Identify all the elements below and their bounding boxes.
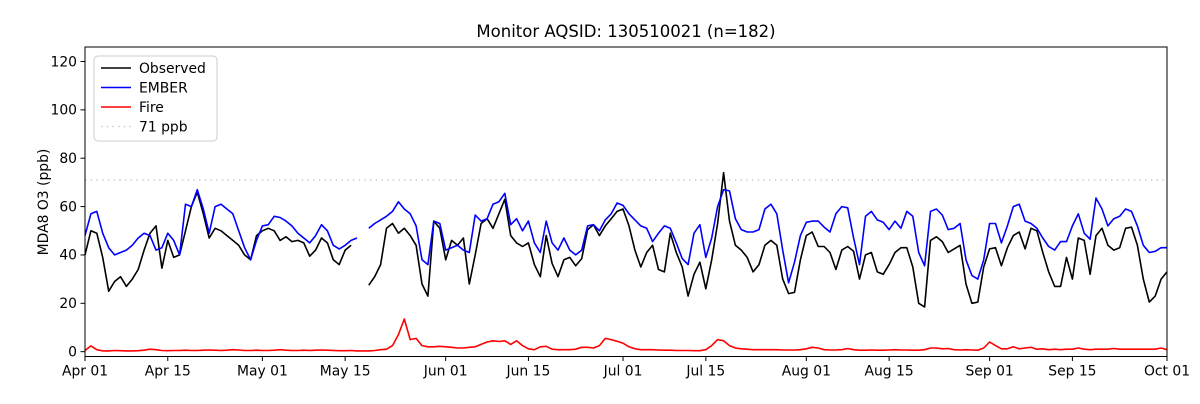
x-tick-label: May 15 bbox=[320, 364, 371, 380]
y-tick-label: 0 bbox=[68, 344, 77, 360]
y-axis-label: MDA8 O3 (ppb) bbox=[36, 149, 52, 256]
y-tick-label: 120 bbox=[50, 54, 77, 70]
x-tick-label: Aug 01 bbox=[782, 364, 831, 380]
y-tick-label: 100 bbox=[50, 103, 77, 119]
x-tick-label: Oct 01 bbox=[1144, 364, 1190, 380]
legend-label-71-ppb: 71 ppb bbox=[139, 119, 188, 135]
series-line-ember bbox=[84, 188, 1167, 284]
y-tick-label: 20 bbox=[59, 296, 77, 312]
x-tick-label: Jun 15 bbox=[506, 364, 551, 380]
series-line-observed bbox=[84, 171, 1168, 308]
legend-label-observed: Observed bbox=[139, 61, 206, 77]
legend-label-fire: Fire bbox=[139, 100, 164, 116]
x-tick-label: Sep 15 bbox=[1048, 364, 1096, 380]
legend-box bbox=[93, 55, 218, 142]
plot-area: 0 20 40 60 80 100 120 Apr 01 Apr 15 May 01 May 15 J… bbox=[50, 46, 1190, 380]
y-tick-label: 60 bbox=[59, 199, 77, 215]
x-tick-label: Jul 15 bbox=[685, 364, 725, 380]
x-tick-label: Apr 01 bbox=[62, 364, 108, 380]
x-tick-label: Jun 01 bbox=[423, 364, 468, 380]
x-tick-label: Aug 15 bbox=[864, 364, 913, 380]
y-tick-label: 40 bbox=[59, 248, 77, 264]
x-tick-label: Apr 15 bbox=[145, 364, 191, 380]
x-tick-label: Sep 01 bbox=[965, 364, 1013, 380]
series-line-fire bbox=[84, 318, 1168, 352]
x-tick-label: May 01 bbox=[237, 364, 288, 380]
y-tick-label: 80 bbox=[59, 151, 77, 167]
plot-frame bbox=[84, 46, 1168, 357]
chart-title: Monitor AQSID: 130510021 (n=182) bbox=[476, 22, 775, 41]
legend-label-ember: EMBER bbox=[139, 80, 188, 96]
x-tick-label: Jul 01 bbox=[603, 364, 643, 380]
